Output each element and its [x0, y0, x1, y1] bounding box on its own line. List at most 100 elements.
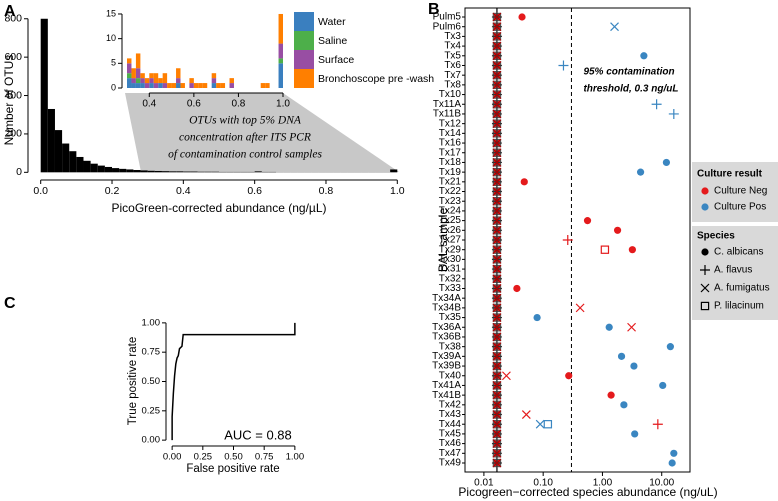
- x-tick-label: 0.10: [533, 478, 553, 489]
- x-tick-label: 0.4: [176, 185, 191, 197]
- x-tick-label: 1.00: [286, 452, 305, 463]
- y-tick-label: Tx10: [439, 89, 462, 100]
- y-tick-label: Tx49: [439, 458, 462, 469]
- bar-segment: [135, 53, 141, 69]
- data-point: [640, 52, 648, 60]
- y-tick-label: Tx30: [439, 254, 462, 265]
- y-tick-label: 5: [111, 58, 116, 68]
- y-tick-label: Tx4: [444, 41, 461, 52]
- data-point: [535, 419, 545, 429]
- y-tick-label: 15: [106, 8, 116, 18]
- y-tick-label: Tx29: [439, 244, 462, 255]
- bar-segment: [278, 13, 283, 44]
- data-point: [666, 343, 674, 351]
- floor-marker: [492, 371, 502, 381]
- bar-segment: [193, 83, 199, 88]
- x-tick-label: 0.50: [224, 452, 243, 463]
- x-tick-label: 1.00: [593, 478, 613, 489]
- y-tick-label: 0: [111, 82, 116, 92]
- y-tick-label: Tx47: [439, 448, 462, 459]
- floor-marker: [492, 264, 502, 274]
- data-point: [605, 323, 613, 331]
- floor-marker: [492, 177, 502, 187]
- bar-segment: [131, 78, 136, 84]
- x-tick-label: 1.0: [276, 99, 290, 110]
- floor-marker: [492, 274, 502, 284]
- bar: [90, 163, 98, 173]
- floor-marker: [492, 196, 502, 206]
- floor-marker: [492, 400, 502, 410]
- bar-segment: [278, 43, 283, 59]
- legend-label: A. flavus: [714, 265, 752, 276]
- y-tick-label: Tx44: [439, 419, 462, 430]
- floor-marker: [492, 109, 502, 119]
- bar: [54, 130, 63, 173]
- data-point: [652, 419, 663, 430]
- x-tick-label: 0.8: [231, 99, 245, 110]
- data-point: [651, 99, 662, 110]
- x-tick-label: 0.00: [163, 452, 182, 463]
- floor-marker: [492, 322, 502, 332]
- data-point: [521, 410, 531, 419]
- floor-marker: [492, 390, 502, 400]
- floor-marker: [492, 12, 502, 22]
- floor-marker: [492, 148, 502, 158]
- floor-marker: [492, 99, 502, 109]
- floor-marker: [492, 342, 502, 352]
- y-tick-label: Tx32: [439, 273, 462, 284]
- bar-segment: [144, 78, 150, 84]
- bar: [69, 151, 77, 173]
- y-tick-label: 400: [4, 89, 22, 101]
- floor-marker: [492, 119, 502, 129]
- y-tick-label: Tx8: [444, 80, 461, 91]
- y-tick-label: Tx19: [439, 167, 462, 178]
- x-tick-label: 0.8: [319, 185, 334, 197]
- data-point: [575, 303, 585, 313]
- bar-segment: [216, 83, 221, 88]
- data-point: [583, 217, 592, 225]
- x-tick-label: 0.4: [142, 99, 156, 110]
- legend-label: Culture Neg: [714, 186, 767, 197]
- y-tick-label: 800: [4, 13, 22, 25]
- floor-marker: [492, 419, 502, 429]
- floor-marker: [492, 254, 502, 264]
- y-tick-label: Tx7: [444, 70, 461, 81]
- floor-marker: [492, 458, 502, 468]
- data-point: [668, 108, 679, 119]
- bar-segment: [149, 73, 154, 79]
- bar: [76, 156, 84, 173]
- data-point: [662, 158, 671, 167]
- floor-marker: [492, 284, 502, 293]
- data-point: [627, 322, 636, 332]
- bar-segment: [211, 78, 217, 84]
- panel-label: B: [428, 1, 440, 18]
- bar-segment: [149, 83, 154, 88]
- bar-segment: [158, 78, 163, 84]
- data-point: [520, 178, 528, 186]
- legend-marker: [701, 187, 709, 195]
- legend-label: Surface: [318, 54, 354, 66]
- floor-marker: [492, 351, 502, 361]
- data-point: [636, 168, 645, 176]
- bar: [104, 166, 113, 173]
- legend-marker: [700, 301, 710, 311]
- floor-marker: [492, 216, 502, 226]
- bar-segment: [189, 83, 194, 88]
- data-point: [543, 420, 553, 429]
- bar: [140, 170, 148, 173]
- y-tick-label: 0.00: [142, 435, 161, 446]
- bar: [126, 169, 134, 173]
- y-tick-label: Tx6: [444, 60, 461, 71]
- bar: [204, 171, 212, 173]
- floor-marker: [492, 448, 502, 458]
- bar: [119, 168, 127, 173]
- bar-segment: [176, 68, 181, 79]
- floor-marker: [492, 128, 502, 138]
- bar-segment: [189, 78, 194, 84]
- x-tick-label: 0.75: [255, 452, 274, 463]
- floor-marker: [492, 429, 502, 439]
- floor-marker: [492, 206, 502, 216]
- y-tick-label: 200: [4, 128, 22, 140]
- annotation: concentration after ITS PCR: [179, 132, 311, 144]
